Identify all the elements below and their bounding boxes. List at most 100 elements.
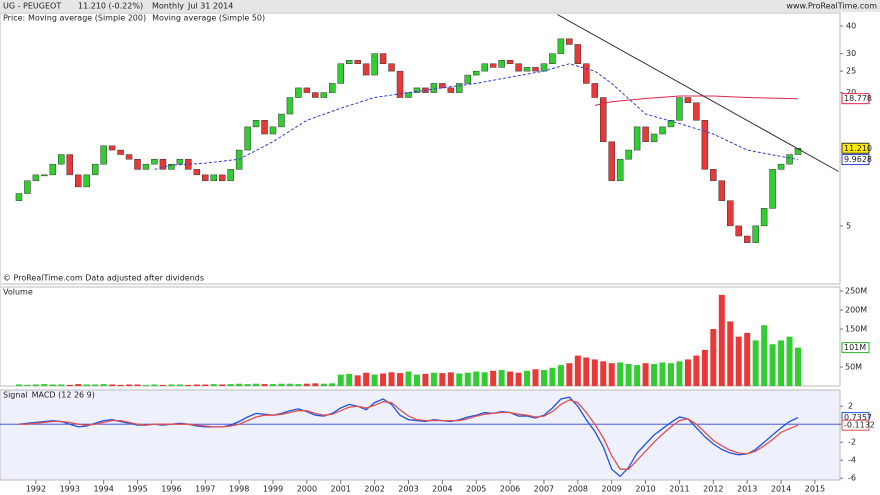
volume-bar — [778, 340, 785, 386]
volume-bar — [557, 365, 564, 386]
candle — [439, 83, 446, 89]
volume-bar — [532, 369, 539, 386]
volume-bar — [405, 371, 412, 386]
candle — [252, 120, 260, 128]
candle — [769, 169, 776, 209]
volume-bar — [566, 363, 573, 386]
y-tick-label: 40 — [846, 21, 856, 30]
x-tick-label: 2008 — [568, 485, 588, 494]
candle — [235, 149, 243, 170]
candle — [362, 63, 370, 76]
x-tick-label: 2012 — [703, 485, 723, 494]
candle — [354, 60, 361, 64]
x-tick-label: 1994 — [93, 485, 113, 494]
y-tick-label: 250M — [845, 287, 867, 296]
y-tick-label: 200M — [845, 306, 867, 315]
candle — [566, 38, 573, 45]
x-tick-label: 2004 — [432, 485, 452, 494]
value-box-label: 101M — [844, 343, 866, 352]
volume-bar — [236, 383, 243, 386]
candle — [193, 169, 201, 176]
candle — [244, 126, 251, 151]
x-tick-label: 1997 — [195, 485, 215, 494]
volume-bar — [134, 384, 141, 386]
candle — [777, 163, 785, 170]
candle — [41, 174, 48, 177]
volume-bar — [244, 384, 251, 386]
y-tick-label: 20 — [846, 88, 856, 97]
candle — [125, 154, 133, 160]
candle — [278, 113, 285, 128]
header-bar — [0, 0, 880, 12]
x-tick-label: 2009 — [602, 485, 622, 494]
volume-bar — [303, 383, 310, 386]
symbol: UG - PEUGEOT — [3, 2, 61, 11]
volume-bar — [168, 384, 175, 386]
x-tick-label: 2005 — [466, 485, 486, 494]
candle — [549, 53, 556, 64]
volume-bar — [583, 357, 590, 386]
candle — [794, 148, 802, 155]
volume-bar — [515, 372, 522, 386]
price-label: Price: — [3, 14, 25, 23]
candle — [667, 120, 675, 128]
candle — [320, 92, 328, 98]
volume-bar — [354, 375, 361, 386]
volume-panel — [0, 286, 841, 387]
volume-bar — [795, 347, 801, 386]
volume-bar — [159, 384, 166, 386]
volume-bar — [219, 384, 226, 386]
candle — [66, 154, 74, 176]
volume-bar — [126, 384, 133, 386]
volume-bar — [261, 384, 268, 386]
volume-bar — [346, 373, 353, 386]
volume-bar — [15, 384, 22, 386]
volume-bar — [439, 373, 446, 386]
candle — [489, 63, 497, 68]
candle — [32, 174, 40, 181]
volume-bar — [574, 355, 581, 386]
candle — [532, 67, 539, 72]
candle — [633, 126, 641, 151]
volume-bar — [735, 336, 742, 386]
candle — [413, 87, 421, 93]
x-tick-label: 2002 — [364, 485, 384, 494]
volume-bar — [32, 384, 39, 386]
y-tick-label: 5 — [846, 221, 851, 230]
candle — [472, 70, 480, 76]
x-tick-label: 1993 — [60, 485, 80, 494]
candle — [15, 193, 23, 201]
period: Monthly — [152, 2, 184, 11]
candle — [616, 158, 624, 181]
moving-average — [594, 95, 799, 106]
y-tick-label: 25 — [846, 67, 856, 76]
volume-bar — [295, 384, 302, 386]
value-box — [841, 154, 870, 166]
volume-bar — [202, 384, 209, 386]
volume-bar — [456, 373, 463, 386]
candle — [684, 97, 692, 103]
legend-entry: Moving average (Simple 50) — [152, 14, 265, 23]
volume-bar — [337, 374, 344, 386]
candle — [447, 87, 455, 93]
volume-bar — [684, 359, 691, 386]
footnote: © ProRealTime.com Data adjusted after di… — [3, 274, 204, 283]
volume-bar — [600, 361, 607, 386]
y-tick-label: 30 — [846, 49, 856, 58]
candle — [710, 169, 717, 181]
volume-bar — [591, 359, 598, 386]
candle — [117, 149, 124, 155]
volume-bar — [75, 384, 82, 386]
volume-bar — [718, 294, 725, 386]
x-tick-label: 1995 — [127, 485, 147, 494]
macd-panel — [0, 389, 841, 481]
y-tick-label: 50M — [845, 363, 862, 372]
volume-bar — [422, 373, 429, 386]
value-box-label: -0.1132 — [844, 421, 875, 430]
candle — [74, 174, 82, 188]
value-box — [841, 342, 870, 354]
candle — [218, 174, 226, 181]
volume-bar — [227, 384, 234, 386]
volume-bar — [270, 384, 276, 386]
x-tick-label: 2006 — [500, 485, 520, 494]
